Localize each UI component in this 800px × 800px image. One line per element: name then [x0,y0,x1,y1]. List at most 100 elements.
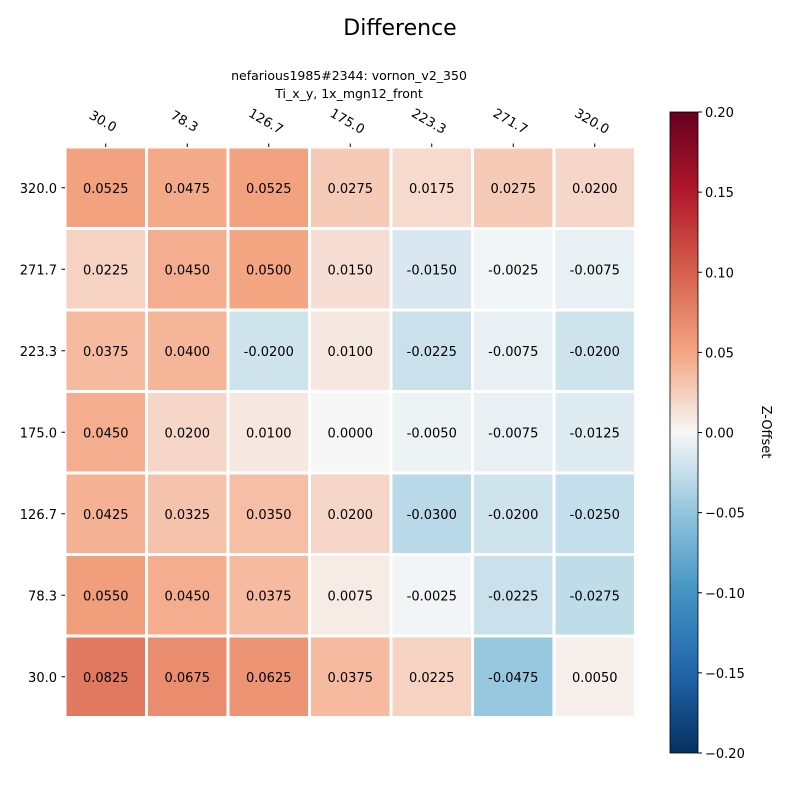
heatmap-cell [555,311,634,390]
cell-value-label: 0.0500 [246,263,292,278]
heatmap-cells: 0.0525 0.0475 0.0525 0.0275 0.0175 0.0275 0.02… [66,148,634,716]
cell-value-label: 0.0100 [246,426,292,441]
heatmap-cell [555,556,634,635]
heatmap-cell [392,148,471,227]
colorbar-tick-label: −0.20 [705,747,745,762]
heatmap-cell [148,148,227,227]
cell-value-label: 0.0000 [328,426,374,441]
cell-value-label: 0.0275 [328,182,374,197]
heatmap-cell [148,474,227,553]
y-tick-label: 78.3 [28,589,57,604]
heatmap-cell [311,230,390,309]
cell-value-label: 0.0525 [246,182,292,197]
cell-value-label: -0.0250 [570,508,620,523]
cell-value-label: 0.0275 [491,182,537,197]
heatmap-cell [229,148,308,227]
y-tick-label: 30.0 [28,671,57,686]
x-tick-label: 126.7 [246,106,286,138]
cell-value-label: 0.0200 [328,508,374,523]
heatmap-cell [392,393,471,472]
heatmap-cell [229,637,308,716]
heatmap-cell [311,393,390,472]
colorbar-tick-label: 0.20 [705,106,734,121]
heatmap-cell [66,393,145,472]
heatmap-cell [148,393,227,472]
y-tick-label: 223.3 [20,345,57,360]
chart-title: Difference [343,16,456,41]
heatmap-cell [148,556,227,635]
cell-value-label: 0.0150 [328,263,374,278]
cell-value-label: 0.0375 [246,589,292,604]
heatmap-cell [311,148,390,227]
cell-value-label: 0.0625 [246,671,292,686]
heatmap-cell [555,393,634,472]
colorbar-tick-label: −0.15 [705,667,745,682]
heatmap-cell [474,311,553,390]
cell-value-label: 0.0825 [83,671,129,686]
y-tick-label: 175.0 [20,426,57,441]
cell-value-label: 0.0450 [83,426,129,441]
heatmap-cell [148,637,227,716]
heatmap-cell [555,637,634,716]
cell-value-label: -0.0200 [488,508,538,523]
heatmap-cell [148,230,227,309]
heatmap-cell [311,637,390,716]
heatmap-cell [229,311,308,390]
heatmap-cell [311,556,390,635]
heatmap-cell [392,556,471,635]
x-tick-label: 320.0 [572,106,612,138]
heatmap-cell [311,311,390,390]
heatmap-cell [392,230,471,309]
cell-value-label: 0.0450 [165,263,211,278]
cell-value-label: -0.0275 [570,589,620,604]
heatmap-cell [474,148,553,227]
cell-value-label: 0.0225 [83,263,129,278]
cell-value-label: 0.0200 [572,182,618,197]
y-tick-label: 271.7 [20,263,57,278]
y-tick-label: 126.7 [20,508,57,523]
colorbar-ticks: 0.20 0.15 0.10 0.05 0.00 −0.05 −0.10 −0.15 −0.20 [698,106,745,762]
cell-value-label: 0.0075 [328,589,374,604]
cell-value-label: -0.0075 [488,426,538,441]
cell-value-label: -0.0075 [488,345,538,360]
heatmap-cell [66,474,145,553]
heatmap-cell [392,637,471,716]
heatmap-cell [555,148,634,227]
cell-value-label: 0.0100 [328,345,374,360]
heatmap-cell [229,556,308,635]
colorbar-tick-label: 0.15 [705,186,734,201]
heatmap-cell [474,637,553,716]
cell-value-label: -0.0225 [407,345,457,360]
cell-value-label: -0.0025 [407,589,457,604]
cell-value-label: 0.0375 [83,345,129,360]
cell-value-label: -0.0475 [488,671,538,686]
y-tick-label: 320.0 [20,182,57,197]
heatmap-cell [311,474,390,553]
heatmap-cell [66,311,145,390]
colorbar-tick-label: −0.10 [705,587,745,602]
chart-subtitle-line2: Ti_x_y, 1x_mgn12_front [274,86,423,101]
colorbar-tick-label: −0.05 [705,507,745,522]
colorbar-tick-label: 0.05 [705,346,734,361]
colorbar-tick-label: 0.10 [705,266,734,281]
cell-value-label: 0.0175 [409,182,455,197]
cell-value-label: 0.0350 [246,508,292,523]
heatmap-cell [555,230,634,309]
x-tick-label: 175.0 [327,106,367,138]
x-tick-label: 78.3 [168,108,201,135]
heatmap-cell [392,474,471,553]
heatmap-cell [229,230,308,309]
heatmap-cell [474,556,553,635]
heatmap-cell [392,311,471,390]
cell-value-label: -0.0125 [570,426,620,441]
heatmap-cell [66,556,145,635]
heatmap-cell [66,148,145,227]
cell-value-label: 0.0425 [83,508,129,523]
cell-value-label: 0.0325 [165,508,211,523]
y-axis-ticks: 320.0 271.7 223.3 175.0 126.7 78.3 30.0 [20,182,65,686]
cell-value-label: 0.0375 [328,671,374,686]
heatmap-cell [555,474,634,553]
cell-value-label: 0.0675 [165,671,211,686]
heatmap-cell [148,311,227,390]
